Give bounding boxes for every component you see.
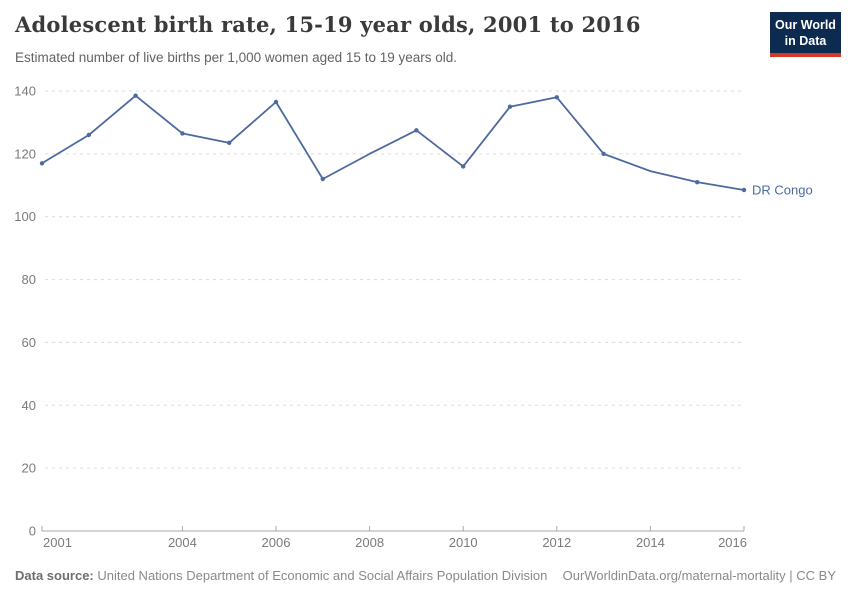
x-tick-label: 2006 [262,535,291,550]
data-point-marker [133,93,138,98]
y-tick-label: 40 [22,398,36,413]
data-point-marker [507,104,513,109]
data-point-marker [39,161,45,166]
data-point-marker [227,140,232,146]
chart-subtitle: Estimated number of live births per 1,00… [15,50,457,65]
x-tick-label: 2008 [355,535,384,550]
data-point-marker [414,128,419,133]
attribution-text: OurWorldinData.org/maternal-mortality | … [562,568,836,583]
data-point-marker [554,95,559,100]
x-axis: 2001 2004 2006 2008 2010 2012 2014 2016 [41,526,747,550]
x-tick-label: 2004 [168,535,197,550]
data-point-marker [695,179,700,185]
y-tick-label: 120 [14,146,36,161]
owid-logo: Our World in Data [770,12,841,57]
x-tick-label: 2016 [718,535,747,550]
owid-logo-line2: in Data [784,34,827,48]
y-tick-label: 0 [29,524,36,539]
data-source-text: United Nations Department of Economic an… [93,568,548,583]
data-point-marker [86,132,92,138]
y-gridlines [45,90,744,469]
owid-logo-line1: Our World [775,18,836,32]
y-axis: 0 20 40 60 80 100 120 140 [14,84,36,539]
y-tick-label: 140 [14,84,36,99]
data-point-marker [320,176,325,182]
x-tick-label: 2014 [636,535,665,550]
data-point-marker [461,164,466,169]
series-line [41,94,745,191]
y-tick-label: 80 [22,272,36,287]
data-source-label: Data source: [15,568,94,583]
y-tick-label: 60 [22,335,36,350]
data-point-marker [741,187,747,193]
data-point-marker [180,131,185,136]
x-tick-label: 2010 [449,535,478,550]
series-group: DR Congo [39,93,813,198]
y-tick-label: 20 [22,461,36,476]
y-tick-label: 100 [14,209,36,224]
chart-title: Adolescent birth rate, 15-19 year olds, … [15,12,641,37]
series-end-label: DR Congo [752,183,813,198]
chart-footer: Data source: United Nations Department o… [15,568,836,583]
data-source-note: Data source: United Nations Department o… [15,568,547,583]
x-tick-label: 2001 [43,535,72,550]
data-point-marker [273,99,279,105]
data-point-marker [601,151,606,157]
x-tick-label: 2012 [542,535,571,550]
